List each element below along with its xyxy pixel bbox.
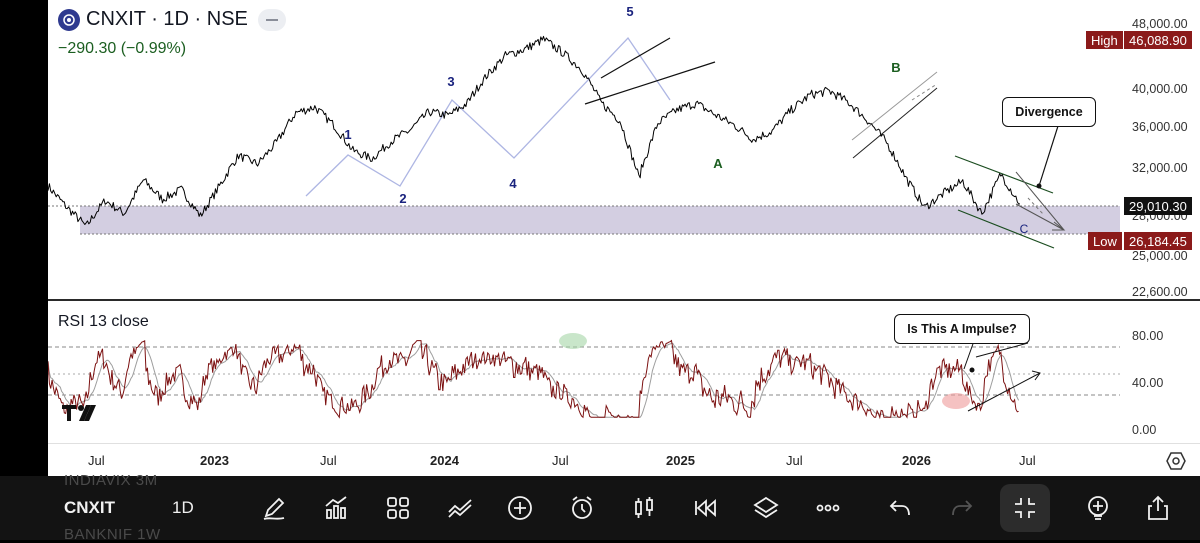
price-axis-label: 48,000.00 [1132,17,1188,31]
rsi-overbought-fill [559,333,587,349]
support-zone [80,206,1120,234]
rsi-ma-line [48,342,1020,418]
symbol-logo-icon [58,8,80,31]
wave5-channel-top [600,37,671,79]
rsi-axis-label: 80.00 [1132,329,1164,343]
price-axis-label: 22,600.00 [1132,285,1188,299]
chart-type-icon[interactable] [626,490,662,526]
rsi-oversold-fill [942,393,970,409]
waveb-channel-bottom [852,87,938,159]
legend-collapse-button[interactable] [257,8,286,31]
rsi-title[interactable]: RSI 13 close [58,313,149,330]
low-value-tag: 26,184.45 [1124,232,1192,250]
wave-label-3: 3 [447,74,454,89]
projection-dashed [1027,197,1045,216]
rsi-pane[interactable]: RSI 13 close Is This A Impulse? 80.00 40… [48,301,1200,443]
time-label: Jul [552,453,569,468]
tradingview-logo-icon[interactable] [62,403,100,428]
price-pane[interactable]: 1 2 3 4 5 A B C CNXIT · 1D · NSE −290.30… [48,0,1200,300]
wave-label-5: 5 [626,4,633,19]
fullscreen-button[interactable] [1000,484,1050,532]
impulse-pointer [963,340,975,370]
wave-label-2: 2 [399,191,406,206]
high-label: High [1086,31,1123,49]
zoom-icon[interactable] [1080,490,1116,526]
projection-line-2 [1015,171,1065,231]
wave-label-c: C [1020,222,1029,236]
prev-symbol[interactable]: INDIAVIX 3M [64,472,158,489]
high-value-tag: 46,088.90 [1124,31,1192,49]
price-axis-label: 36,000.00 [1132,120,1188,134]
time-label: Jul [1019,453,1036,468]
rsi-line [48,339,1019,420]
waveb-channel-top [851,71,938,141]
layout-icon[interactable] [380,490,416,526]
share-icon[interactable] [1140,490,1176,526]
undo-icon[interactable] [882,490,918,526]
impulse-callout[interactable]: Is This A Impulse? [894,314,1030,344]
draw-icon[interactable] [256,490,292,526]
redo-icon[interactable] [944,490,980,526]
last-price-tag: 29,010.30 [1124,197,1192,215]
projection-arrowhead [1052,221,1066,231]
wavec-channel-bottom [957,209,1055,249]
price-axis-label: 40,000.00 [1132,82,1188,96]
impulse-point [969,367,975,373]
price-axis-label: 32,000.00 [1132,161,1188,175]
rsi-chart-svg[interactable] [48,301,1200,443]
compare-icon[interactable] [442,490,478,526]
wave-label-b: B [891,60,900,75]
layers-icon[interactable] [748,490,784,526]
pane-divider[interactable] [48,299,1200,301]
next-symbol[interactable]: BANKNIF 1W [64,526,161,543]
time-label: 2025 [666,453,695,468]
symbol-title[interactable]: CNXIT · 1D · NSE [86,8,248,30]
time-label: 2023 [200,453,229,468]
chart-screen[interactable]: 1 2 3 4 5 A B C CNXIT · 1D · NSE −290.30… [48,0,1200,476]
bottom-toolbar[interactable]: INDIAVIX 3M CNXIT 1D BANKNIF 1W [0,472,1200,543]
wave-label-a: A [713,156,723,171]
price-change: −290.30 (−0.99%) [58,40,187,57]
elliott-wave-path [305,36,671,197]
add-icon[interactable] [502,490,538,526]
time-label: Jul [88,453,105,468]
time-label: 2026 [902,453,931,468]
wave5-channel-bottom [584,61,716,105]
price-axis-label: 25,000.00 [1132,249,1188,263]
rsi-support-arrow [1031,370,1041,381]
impulse-text: Is This A Impulse? [907,322,1017,336]
rsi-axis-label: 0.00 [1132,423,1157,437]
alert-icon[interactable] [564,490,600,526]
fullscreen-icon [1015,498,1035,518]
minus-icon [265,18,278,21]
time-label: Jul [786,453,803,468]
divergence-point [1036,183,1042,189]
rsi-resistance-trend [975,342,1029,358]
divergence-callout[interactable]: Divergence [1002,97,1096,127]
symbol-header[interactable]: CNXIT · 1D · NSE [58,8,286,31]
time-label: Jul [320,453,337,468]
time-label: 2024 [430,453,459,468]
waveb-channel-mid [911,83,938,101]
rsi-support-trend [967,372,1041,412]
price-chart-svg[interactable]: 1 2 3 4 5 A B C [48,0,1200,300]
settings-gear-icon[interactable] [1166,451,1186,471]
divergence-pointer [1038,125,1059,187]
divergence-text: Divergence [1015,105,1083,119]
projection-line [1015,203,1065,231]
toolbar-symbol[interactable]: CNXIT [64,498,115,517]
time-axis[interactable]: Jul 2023 Jul 2024 Jul 2025 Jul 2026 Jul [48,443,1200,476]
toolbar-interval[interactable]: 1D [172,498,194,517]
rsi-axis-label: 40.00 [1132,376,1164,390]
low-label: Low [1088,232,1122,250]
wave-label-4: 4 [509,176,517,191]
indicators-icon[interactable] [318,490,354,526]
wave-label-1: 1 [344,127,351,142]
more-icon[interactable] [810,490,846,526]
price-line [48,35,1021,225]
replay-icon[interactable] [688,490,724,526]
